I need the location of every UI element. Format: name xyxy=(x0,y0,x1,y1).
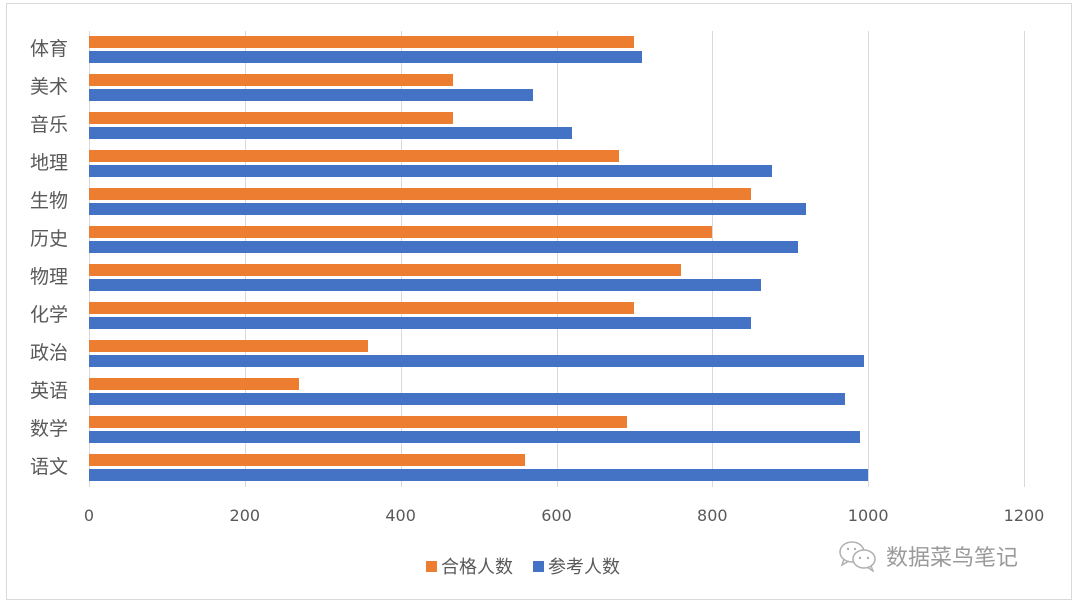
y-axis-label: 化学 xyxy=(29,304,68,326)
wechat-icon xyxy=(839,541,876,572)
gridline xyxy=(712,31,713,487)
legend: 合格人数 参考人数 xyxy=(426,553,640,579)
watermark-text: 数据菜鸟笔记 xyxy=(886,546,1019,571)
bar-pass xyxy=(89,188,752,200)
legend-item-total: 参考人数 xyxy=(533,553,620,579)
bar-pass xyxy=(89,378,300,390)
gridline xyxy=(557,31,558,487)
category-row xyxy=(89,183,1024,221)
gridline xyxy=(245,31,246,487)
y-axis-label: 物理 xyxy=(29,266,68,288)
x-axis-tick: 600 xyxy=(541,506,572,525)
y-axis-label: 生物 xyxy=(29,190,68,212)
y-axis-label: 英语 xyxy=(29,380,68,402)
legend-swatch-blue xyxy=(533,560,544,572)
bar-total xyxy=(89,241,799,253)
bar-pass xyxy=(89,150,619,162)
y-axis-label: 体育 xyxy=(29,38,68,60)
bar-total xyxy=(89,317,752,329)
bar-total xyxy=(89,165,773,177)
bar-total xyxy=(89,203,806,215)
gridline xyxy=(868,31,869,487)
bar-total xyxy=(89,51,643,63)
chart-frame xyxy=(6,3,1072,600)
x-axis-tick: 400 xyxy=(385,506,416,525)
legend-swatch-orange xyxy=(426,560,437,572)
category-row xyxy=(89,411,1024,449)
bar-total xyxy=(89,89,534,101)
bar-pass xyxy=(89,74,453,86)
bar-pass xyxy=(89,264,682,276)
gridline xyxy=(401,31,402,487)
y-axis-label: 地理 xyxy=(29,152,68,174)
x-axis-tick: 800 xyxy=(697,506,728,525)
category-row xyxy=(89,373,1024,411)
legend-label: 合格人数 xyxy=(441,557,513,578)
bar-pass xyxy=(89,340,368,352)
x-axis-tick: 1200 xyxy=(1003,506,1045,525)
y-axis-label: 历史 xyxy=(29,228,68,250)
watermark: 数据菜鸟笔记 xyxy=(838,540,1018,572)
y-axis-label: 政治 xyxy=(29,342,68,364)
category-row xyxy=(89,221,1024,259)
legend-label: 参考人数 xyxy=(548,557,620,578)
legend-item-pass: 合格人数 xyxy=(426,553,513,579)
category-row xyxy=(89,259,1024,297)
category-row xyxy=(89,335,1024,373)
y-axis-label: 数学 xyxy=(29,418,68,440)
category-row xyxy=(89,449,1024,487)
bar-pass xyxy=(89,416,627,428)
bar-pass xyxy=(89,226,713,238)
bar-pass xyxy=(89,302,635,314)
y-axis-label: 语文 xyxy=(29,456,68,478)
gridline xyxy=(1024,31,1025,487)
bar-pass xyxy=(89,36,635,48)
bar-total xyxy=(89,355,865,367)
bar-total xyxy=(89,431,861,443)
plot-area xyxy=(89,31,1025,487)
y-axis-label: 音乐 xyxy=(29,114,68,136)
bar-pass xyxy=(89,454,526,466)
bar-pass xyxy=(89,112,453,124)
category-row xyxy=(89,297,1024,335)
x-axis-tick: 200 xyxy=(229,506,261,525)
bar-total xyxy=(89,393,845,405)
x-axis-tick: 0 xyxy=(83,506,95,525)
category-row xyxy=(89,107,1024,145)
category-row xyxy=(89,145,1024,183)
y-axis-line xyxy=(89,31,90,487)
bar-total xyxy=(89,279,762,291)
x-axis-tick: 1000 xyxy=(847,506,889,525)
category-row xyxy=(89,31,1024,69)
category-row xyxy=(89,69,1024,107)
bar-total xyxy=(89,127,573,139)
bar-total xyxy=(89,469,869,481)
y-axis-label: 美术 xyxy=(29,76,68,98)
